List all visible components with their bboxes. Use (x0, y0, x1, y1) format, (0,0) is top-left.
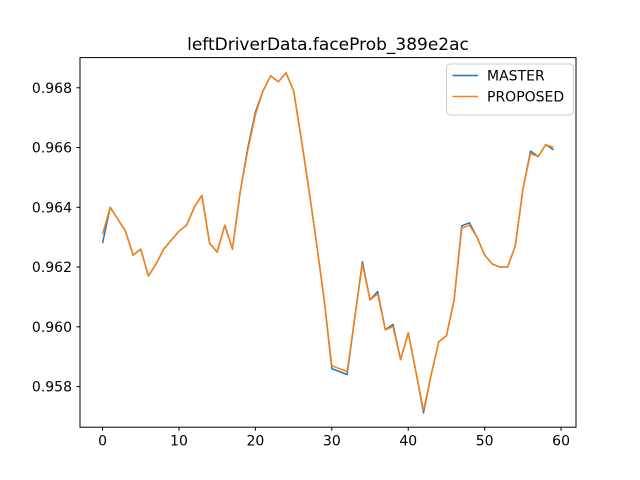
x-axis: 0 10 20 30 40 50 60 (98, 427, 570, 450)
x-tick-label: 0 (98, 434, 107, 450)
y-tick-label: 0.962 (32, 260, 72, 276)
y-tick-label: 0.966 (32, 141, 72, 157)
y-tick-label: 0.964 (32, 200, 72, 216)
x-tick-label: 30 (323, 434, 341, 450)
x-tick-label: 20 (246, 434, 264, 450)
y-tick-label: 0.958 (32, 380, 72, 396)
x-tick-label: 60 (552, 434, 570, 450)
axes-frame (79, 57, 577, 428)
y-tick-label: 0.960 (32, 320, 72, 336)
x-tick-label: 50 (476, 434, 494, 450)
legend-box (446, 63, 574, 116)
y-axis: 0.958 0.960 0.962 0.964 0.966 0.968 (32, 81, 80, 396)
chart-title: leftDriverData.faceProb_389e2ac (187, 35, 469, 55)
x-tick-label: 40 (399, 434, 417, 450)
legend-label-proposed: PROPOSED (487, 90, 564, 106)
legend: MASTER PROPOSED (446, 63, 574, 116)
plot-area (80, 57, 576, 428)
x-tick-label: 10 (170, 434, 188, 450)
legend-label-master: MASTER (487, 69, 545, 85)
proposed-line (101, 72, 554, 412)
y-tick-label: 0.968 (32, 81, 72, 97)
